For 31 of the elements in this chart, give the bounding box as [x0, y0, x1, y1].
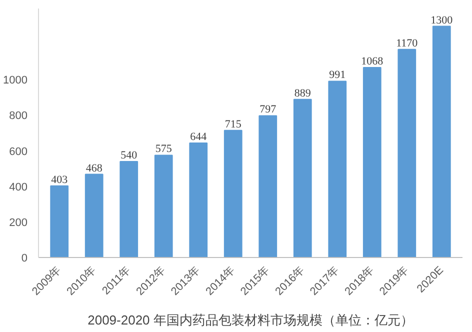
data-label: 991: [329, 69, 346, 82]
data-label: 1170: [396, 37, 418, 50]
y-tick-label: 800: [9, 110, 28, 122]
bar: [293, 98, 312, 258]
y-tick-label: 400: [9, 181, 28, 194]
data-label: 403: [51, 174, 68, 186]
bar: [84, 174, 104, 258]
bar: [189, 142, 208, 258]
data-label: 540: [120, 149, 138, 162]
bar: [120, 160, 138, 258]
text: 2009-2020 年国内药品包装材料市场规模（单位：亿元）: [88, 312, 414, 328]
bar: [258, 115, 278, 258]
bar: [362, 67, 382, 258]
data-label: 468: [86, 162, 103, 174]
bar: [328, 80, 347, 258]
bar: [224, 130, 242, 258]
bar: [398, 48, 416, 258]
y-tick-label: 1000: [3, 74, 28, 87]
data-label: 889: [294, 87, 312, 100]
bar: [432, 26, 451, 258]
bar: [50, 185, 69, 258]
y-tick-label: 0: [21, 252, 28, 264]
data-label: 715: [224, 118, 242, 130]
data-label: 1068: [361, 56, 384, 68]
data-label: 644: [190, 130, 208, 143]
y-tick-label: 600: [9, 146, 28, 158]
data-label: 575: [155, 143, 172, 156]
data-label: 1300: [430, 14, 454, 26]
bar: [154, 154, 173, 258]
data-label: 797: [260, 104, 277, 116]
y-tick-label: 200: [9, 216, 28, 229]
